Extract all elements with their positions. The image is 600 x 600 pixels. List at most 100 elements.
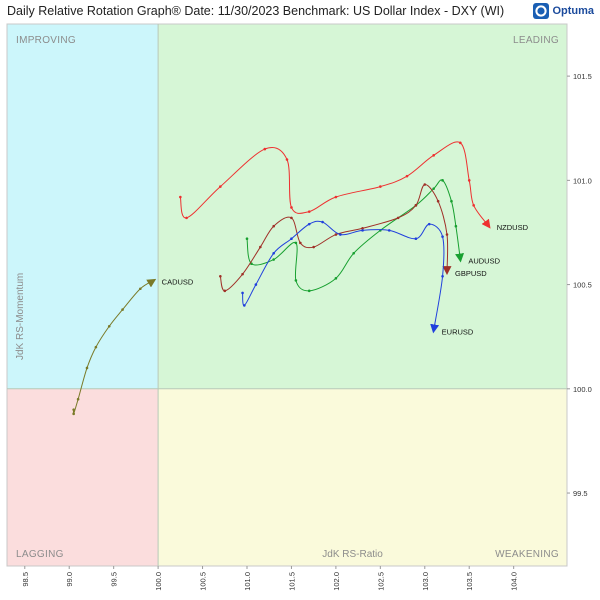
series-point-eurusd[interactable] — [427, 222, 431, 226]
series-point-audusd[interactable] — [441, 179, 444, 182]
series-point-gbpusd[interactable] — [423, 183, 427, 186]
series-point-gbpusd[interactable] — [290, 216, 293, 220]
series-point-eurusd[interactable] — [441, 274, 444, 278]
x-tick-label: 102.5 — [376, 572, 385, 591]
y-tick-label: 99.5 — [573, 489, 588, 498]
series-label-audusd: AUDUSD — [468, 257, 500, 266]
series-point-audusd[interactable] — [352, 252, 355, 255]
series-point-gbpusd[interactable] — [312, 245, 315, 249]
series-point-nzdusd[interactable] — [290, 206, 293, 209]
series-label-gbpusd: GBPUSD — [455, 269, 487, 278]
series-point-eurusd[interactable] — [272, 252, 275, 255]
quadrant-label-improving: IMPROVING — [16, 35, 76, 46]
series-point-gbpusd[interactable] — [361, 226, 364, 230]
x-tick-label: 102.0 — [332, 572, 341, 591]
series-point-audusd[interactable] — [294, 279, 298, 282]
series-point-audusd[interactable] — [432, 187, 435, 190]
series-point-eurusd[interactable] — [361, 229, 364, 232]
series-point-nzdusd[interactable] — [185, 216, 188, 220]
series-eurusd[interactable]: EURUSD — [241, 220, 474, 337]
x-tick-label: 98.5 — [21, 572, 30, 587]
series-point-gbpusd[interactable] — [259, 245, 262, 249]
quadrant-label-lagging: LAGGING — [16, 549, 64, 560]
x-tick-label: 101.5 — [287, 572, 296, 591]
series-point-nzdusd[interactable] — [379, 185, 382, 188]
series-point-gbpusd[interactable] — [396, 216, 400, 220]
series-point-audusd[interactable] — [450, 199, 453, 203]
series-point-nzdusd[interactable] — [285, 158, 289, 161]
quadrant-improving — [7, 24, 159, 389]
series-point-cadusd[interactable] — [72, 412, 75, 416]
x-tick-label: 99.5 — [110, 572, 119, 587]
quadrant-weakening — [158, 388, 567, 566]
series-point-audusd[interactable] — [245, 237, 249, 241]
series-point-eurusd[interactable] — [243, 304, 246, 307]
series-point-gbpusd[interactable] — [414, 204, 418, 207]
chart-title: Daily Relative Rotation Graph® Date: 11/… — [7, 4, 505, 18]
series-point-audusd[interactable] — [454, 224, 458, 228]
series-point-eurusd[interactable] — [254, 283, 258, 286]
series-point-gbpusd[interactable] — [334, 233, 338, 236]
quadrant-label-weakening: WEAKENING — [495, 549, 559, 560]
series-label-cadusd: CADUSD — [162, 277, 194, 286]
x-tick-label: 101.0 — [243, 572, 252, 591]
series-point-eurusd[interactable] — [241, 291, 244, 295]
series-point-eurusd[interactable] — [321, 220, 324, 224]
optuma-logo-icon — [533, 3, 550, 19]
x-tick-label: 99.0 — [65, 572, 74, 587]
x-tick-label: 100.5 — [199, 572, 208, 591]
series-point-eurusd[interactable] — [339, 233, 342, 236]
y-tick-label: 100.5 — [573, 281, 592, 290]
series-point-gbpusd[interactable] — [223, 289, 227, 293]
series-point-cadusd[interactable] — [76, 397, 80, 401]
series-point-eurusd[interactable] — [387, 229, 391, 232]
series-point-nzdusd[interactable] — [432, 154, 435, 157]
series-point-audusd[interactable] — [307, 289, 311, 293]
series-point-nzdusd[interactable] — [219, 185, 222, 188]
series-point-eurusd[interactable] — [441, 235, 444, 238]
series-point-gbpusd[interactable] — [241, 272, 244, 276]
x-tick-label: 104.0 — [510, 572, 519, 591]
series-tail-gbpusd[interactable] — [219, 184, 452, 292]
plot-border — [6, 23, 568, 567]
x-tick-label: 103.0 — [421, 572, 430, 591]
series-point-gbpusd[interactable] — [299, 241, 302, 245]
series-point-cadusd[interactable] — [72, 408, 75, 411]
series-point-nzdusd[interactable] — [179, 195, 182, 199]
brand-logo: Optuma — [533, 3, 594, 19]
x-tick-label: 103.5 — [465, 572, 474, 591]
series-point-nzdusd[interactable] — [472, 204, 475, 207]
y-tick-label: 100.0 — [573, 385, 592, 394]
brand-name: Optuma — [552, 5, 594, 17]
quadrant-leading — [158, 24, 567, 389]
series-point-cadusd[interactable] — [107, 324, 111, 328]
y-tick-label: 101.5 — [573, 72, 592, 81]
series-point-gbpusd[interactable] — [436, 199, 440, 203]
series-point-nzdusd[interactable] — [405, 174, 409, 178]
series-cadusd[interactable]: CADUSD — [72, 277, 194, 416]
series-point-eurusd[interactable] — [414, 237, 418, 241]
series-point-gbpusd[interactable] — [272, 224, 275, 228]
series-point-cadusd[interactable] — [94, 345, 98, 349]
series-point-nzdusd[interactable] — [263, 147, 267, 151]
quadrant-label-leading: LEADING — [513, 35, 559, 46]
series-point-audusd[interactable] — [294, 241, 298, 245]
series-point-audusd[interactable] — [334, 277, 338, 280]
series-point-nzdusd[interactable] — [459, 141, 462, 145]
y-tick-label: 101.0 — [573, 176, 592, 185]
series-point-cadusd[interactable] — [121, 308, 124, 311]
series-point-eurusd[interactable] — [307, 222, 311, 226]
series-point-nzdusd[interactable] — [334, 195, 338, 199]
series-point-gbpusd[interactable] — [445, 233, 449, 236]
series-point-nzdusd[interactable] — [467, 179, 471, 182]
series-point-audusd[interactable] — [272, 258, 275, 261]
series-label-eurusd: EURUSD — [442, 327, 474, 336]
series-point-cadusd[interactable] — [85, 366, 89, 370]
series-point-nzdusd[interactable] — [307, 210, 311, 213]
series-point-cadusd[interactable] — [139, 287, 142, 291]
series-point-gbpusd[interactable] — [219, 274, 222, 278]
series-gbpusd[interactable]: GBPUSD — [219, 183, 487, 293]
quadrant-lagging — [7, 388, 159, 566]
series-nzdusd[interactable]: NZDUSD — [179, 141, 529, 233]
series-point-eurusd[interactable] — [290, 237, 293, 241]
